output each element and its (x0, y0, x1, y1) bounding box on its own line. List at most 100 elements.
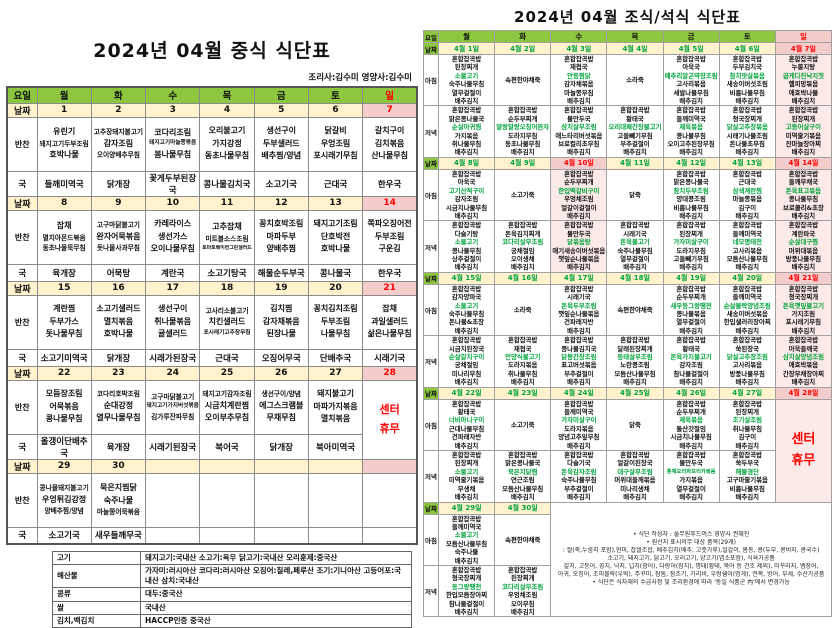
origin-value: 돼지고기:국내산 소고기:육우 닭고기:국내산 오리훈제:중국산 (140, 550, 412, 566)
lunch-soup-cell: 북아미역국 (307, 433, 364, 460)
lunch-soup-cell: 새우들깨무국 (90, 526, 147, 545)
dinner-cell: 혼합잡곡밥 청국장찌개 동그랑땡전 한입모듬장아찌 참나물겉절이 배추김치 (437, 564, 496, 618)
lunch-banchan-row-label: 반찬 (6, 294, 38, 350)
dinner-cell: 혼합잡곡밥 아욱들깨국 삼치살양념조림 애호박볶음 간장무채장아찌 배추김치 (774, 335, 833, 388)
breakfast-cell: 소고기죽 (494, 168, 552, 222)
bd-date-cell: 4월 18일 (606, 271, 664, 285)
origin-category-label: 김치,백김치 (52, 613, 141, 628)
bd-date-cell: 4월 1일 (437, 42, 496, 55)
dinner-cell: 혼합잡곡밥 콩나물김치국 닭봉간장조림 표고버섯볶음 부추겉절이 배추김치 (550, 335, 608, 388)
lunch-date-cell: 2 (90, 102, 147, 118)
breakfast-cell: 혼합잡곡밥 재첩국 안동찜닭 감자채볶음 마늘쫑무침 배추김치 (550, 53, 608, 107)
lunch-day-header: 토 (307, 86, 364, 104)
lunch-soup-cell: 북어국 (199, 433, 255, 460)
breakfast-cell: 혼합잡곡밥 들깨무채국 돈육표고볶음 콩나물무침 브로콜리&초장 배추김치 (774, 168, 833, 222)
origin-value: HACCP인증 중국산 (140, 613, 412, 628)
bd-date-cell: 4월 27일 (718, 386, 776, 400)
dinner-cell: 혼합잡곡밥 재첩국 언양식불고기 도라지볶음 취나물무침 배추김치 (494, 335, 552, 388)
lunch-banchan-cell: 오리불고기 가지강정 동초나물무침 (199, 116, 255, 172)
lunch-soup-cell: 근대국 (307, 170, 364, 197)
dinner-cell: 혼합잡곡밥 황태국 돈육가지불고기 감자조림 참나물겉절이 배추김치 (662, 335, 720, 388)
lunch-soup-cell: 닭개장 (90, 348, 147, 367)
origin-table: 고기 돼지고기:국내산 소고기:육우 닭고기:국내산 오리훈제:중국산 해산물 가자미… (52, 550, 412, 628)
lunch-banchan-cell: 고추장돼지불고기 감자조림 오이양배추무침 (90, 116, 147, 172)
lunch-banchan-cell: 코다리조림 돼지고기마늘쫑볶음 봄나물무침 (145, 116, 201, 172)
bd-date-cell: 4월 24일 (550, 386, 608, 400)
breakfast-cell: 닭죽 (606, 398, 664, 452)
lunch-date-cell: 24 (145, 365, 201, 381)
lunch-soup-cell: 닭개장 (90, 170, 147, 197)
bd-date-cell: 4월 10일 (550, 156, 608, 170)
lunch-soup-cell: 시래가된장국 (145, 348, 201, 367)
bd-date-cell: 4월 29일 (437, 501, 496, 515)
lunch-soup-row-label: 국 (6, 170, 38, 197)
lunch-date-cell (362, 458, 418, 474)
bd-day-header: 토 (718, 30, 776, 43)
lunch-banchan-cell: 고추잡채 미트볼소스조림 토마토베이컨그린샐러드 (199, 209, 255, 265)
lunch-date-cell: 29 (36, 458, 92, 474)
lunch-soup-cell: 들깨미역국 (36, 170, 92, 197)
lunch-soup-cell: 근대국 (199, 348, 255, 367)
breakfast-cell: 혼합잡곡밥 두부김치국 참치맛살볶음 새송이버섯조림 비름나물무침 배추김치 (718, 53, 776, 107)
origin-value: 대두:중국산 (140, 587, 412, 602)
lunch-day-header: 수 (145, 86, 201, 104)
breakfast-cell: 혼합잡곡밥 된장찌개 소불고기 숙주나물무침 열무겉절이 배추김치 (437, 53, 496, 107)
lunch-soup-cell: 올갱이단배추국 (36, 433, 92, 460)
lunch-soup-cell: 어묵탕 (90, 263, 147, 282)
lunch-soup-cell: 해물순두부국 (253, 263, 309, 282)
bd-closure-cell: 센터 휴무 (774, 398, 833, 503)
dinner-cell: 혼합잡곡밥 쑥된장국 닭살고추장조림 고사리볶음 방풍나물무침 배추김치 (718, 335, 776, 388)
lunch-banchan-cell: 닭갈비 우엉조림 포시래기무침 (307, 116, 364, 172)
dinner-row-label: 저녁 (423, 220, 439, 273)
lunch-date-cell: 21 (362, 280, 418, 296)
breakfast-cell: 혼합잡곡밥 순두부찌개 한입떡갈비구이 우엉채조림 얼갈이겉절이 배추김치 (550, 168, 608, 222)
lunch-banchan-cell: 생선구이 취나물볶음 귤샐러드 (145, 294, 201, 350)
bd-day-header: 목 (606, 30, 664, 43)
bd-date-cell: 4월 30일 (494, 501, 552, 515)
lunch-date-cell: 26 (253, 365, 309, 381)
breakfast-cell: 혼합잡곡밥 시래기국 돈육두부조림 깻잎순나물볶음 건파래자반 배추김치 (550, 283, 608, 337)
bd-date-cell: 4월 13일 (718, 156, 776, 170)
dinner-row-label: 저녁 (423, 335, 439, 388)
bd-date-cell: 4월 25일 (606, 386, 664, 400)
breakfast-row-label: 아침 (423, 53, 439, 107)
dinner-cell: 혼합잡곡밥 물만두국 닭볶음탕 애기새송이버섯볶음 깻잎순나물볶음 배추김치 (550, 220, 608, 273)
bd-day-header: 일 (774, 30, 833, 43)
lunch-banchan-row-label: 반찬 (6, 379, 38, 435)
dinner-cell: 혼합잡곡밥 된장찌개 소불고기 미역줄기볶음 무생채 배추김치 (437, 450, 496, 503)
lunch-banchan-cell (199, 472, 255, 528)
bd-date-cell: 4월 26일 (662, 386, 720, 400)
lunch-soup-cell: 오징어무국 (253, 348, 309, 367)
lunch-banchan-cell: 소고기샐러드 멸치볶음 호박나물 (90, 294, 147, 350)
lunch-soup-row-label: 국 (6, 526, 38, 545)
breakfast-cell: 혼합잡곡밥 근대국 삼색계란찜 마늘쫑볶음 김구이 배추김치 (718, 168, 776, 222)
lunch-date-cell: 17 (145, 280, 201, 296)
lunch-date-cell: 22 (36, 365, 92, 381)
dinner-row-label: 저녁 (423, 450, 439, 503)
lunch-banchan-cell: 생선구이 두부샐러드 배추찜/양념 (253, 116, 309, 172)
lunch-day-header: 화 (90, 86, 147, 104)
lunch-banchan-cell: 콩나물돼지불고기 우엉튀김강정 양배추찜/양념 (36, 472, 92, 528)
dinner-cell: 혼합잡곡밥 된장찌개 가자미살구이 도라지무침 고들빼기무침 배추김치 (662, 220, 720, 273)
lunch-day-header: 일 (362, 86, 418, 104)
breakfast-dinner-table: 요일 월 화 수 목 금 토 일 날짜 4월 1일 4월 2일 4월 3일 4월 4일 4월 5일 4월 6… (423, 30, 833, 618)
bd-date-row-label: 날짜 (423, 386, 439, 400)
breakfast-row-label: 아침 (423, 283, 439, 337)
bd-date-cell: 4월 15일 (437, 271, 496, 285)
bd-day-row-label: 요일 (423, 30, 439, 43)
lunch-date-cell (145, 458, 201, 474)
lunch-banchan-cell (253, 472, 309, 528)
lunch-banchan-cell: 고구마닭불고기 완자어묵볶음 돗나물사과무침 (90, 209, 147, 265)
lunch-title: 2024년 04월 중식 식단표 (93, 40, 331, 62)
dinner-row-label: 저녁 (423, 564, 439, 618)
lunch-soup-cell (199, 526, 255, 545)
lunch-date-cell: 25 (199, 365, 255, 381)
lunch-date-cell: 27 (307, 365, 364, 381)
dinner-cell: 혼합잡곡밥 들깨미역국 제육볶음 콩나물무침 오이고추된장무침 배추김치 (662, 105, 720, 158)
lunch-banchan-cell: 쪽파오징어전 두부조림 구운김 (362, 209, 418, 265)
bd-day-header: 월 (437, 30, 496, 43)
lunch-banchan-cell: 생선구이/양념 에그스크램블 무채무침 (253, 379, 309, 435)
bd-date-cell: 4월 22일 (437, 386, 496, 400)
bd-date-cell: 4월 9일 (494, 156, 552, 170)
dinner-cell: 혼합잡곡밥 청국장찌개 닭살고추장볶음 시래기나물조림 돈나물초무침 배추김치 (718, 105, 776, 158)
